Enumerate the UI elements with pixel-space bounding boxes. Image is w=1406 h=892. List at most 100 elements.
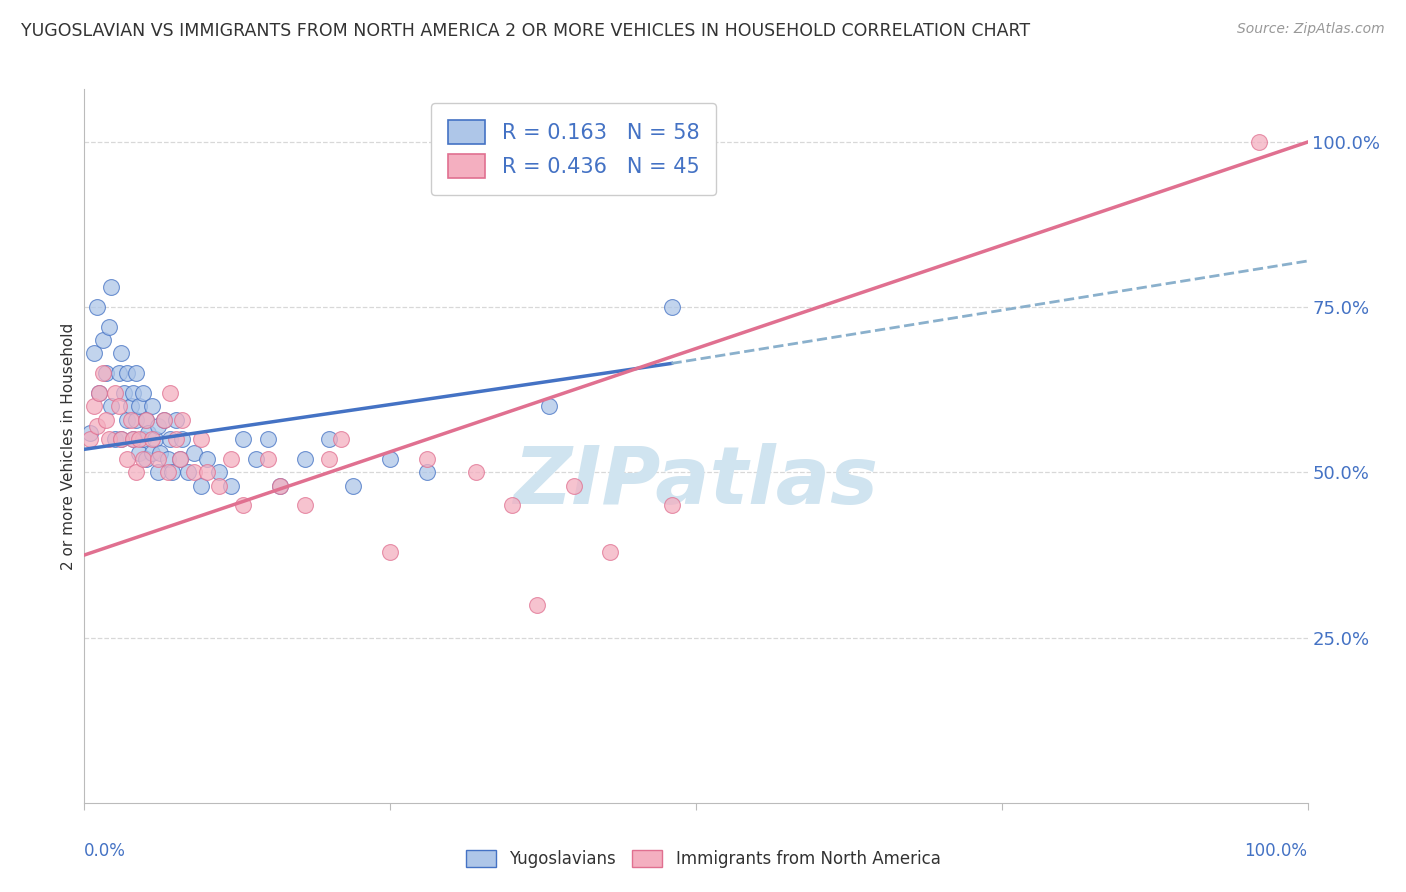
Point [661, 499, 683, 513]
Point [153, 412, 176, 426]
Point [294, 499, 316, 513]
Point [318, 433, 340, 447]
Point [135, 412, 157, 426]
Point [97, 433, 120, 447]
Point [318, 452, 340, 467]
Point [526, 598, 548, 612]
Point [96, 412, 118, 426]
Point [91, 333, 114, 347]
Point [115, 367, 138, 381]
Point [110, 433, 132, 447]
Point [86, 419, 108, 434]
Point [562, 478, 585, 492]
Point [104, 386, 127, 401]
Point [132, 452, 155, 467]
Point [107, 400, 129, 414]
Point [190, 478, 212, 492]
Point [156, 452, 179, 467]
Point [87, 386, 110, 401]
Point [269, 478, 291, 492]
Point [125, 466, 148, 480]
Point [219, 478, 242, 492]
Point [380, 452, 402, 467]
Point [159, 433, 181, 447]
Point [165, 412, 187, 426]
Point [104, 433, 127, 447]
Point [110, 346, 132, 360]
Point [141, 445, 163, 459]
Point [416, 466, 439, 480]
Point [257, 433, 280, 447]
Point [125, 367, 148, 381]
Point [195, 466, 218, 480]
Point [149, 445, 172, 459]
Point [122, 386, 145, 401]
Point [110, 433, 132, 447]
Point [169, 452, 191, 467]
Point [219, 452, 242, 467]
Point [162, 466, 184, 480]
Point [79, 433, 101, 447]
Point [128, 433, 150, 447]
Point [146, 466, 169, 480]
Point [107, 367, 129, 381]
Point [416, 452, 439, 467]
Point [380, 545, 402, 559]
Point [232, 499, 254, 513]
Text: 100.0%: 100.0% [1244, 842, 1308, 860]
Point [143, 433, 166, 447]
Point [136, 425, 159, 440]
Point [538, 400, 561, 414]
Point [172, 412, 194, 426]
Point [502, 499, 524, 513]
Point [135, 412, 157, 426]
Point [156, 466, 179, 480]
Point [153, 412, 176, 426]
Point [330, 433, 353, 447]
Point [97, 320, 120, 334]
Point [146, 452, 169, 467]
Point [208, 466, 231, 480]
Point [177, 466, 200, 480]
Point [125, 412, 148, 426]
Point [661, 300, 683, 314]
Point [120, 400, 142, 414]
Point [132, 433, 155, 447]
Point [100, 280, 122, 294]
Point [208, 478, 231, 492]
Point [257, 452, 280, 467]
Point [79, 425, 101, 440]
Point [100, 400, 122, 414]
Point [195, 452, 218, 467]
Point [128, 400, 150, 414]
Text: ZIPatlas: ZIPatlas [513, 442, 879, 521]
Point [1247, 135, 1270, 149]
Point [83, 400, 105, 414]
Point [464, 466, 486, 480]
Point [91, 367, 114, 381]
Point [169, 452, 191, 467]
Point [120, 412, 142, 426]
Point [132, 386, 155, 401]
Legend: Yugoslavians, Immigrants from North America: Yugoslavians, Immigrants from North Amer… [458, 843, 948, 875]
Point [141, 433, 163, 447]
Point [269, 478, 291, 492]
Point [165, 433, 187, 447]
Point [146, 419, 169, 434]
Text: YUGOSLAVIAN VS IMMIGRANTS FROM NORTH AMERICA 2 OR MORE VEHICLES IN HOUSEHOLD COR: YUGOSLAVIAN VS IMMIGRANTS FROM NORTH AME… [21, 22, 1031, 40]
Point [342, 478, 364, 492]
Text: Source: ZipAtlas.com: Source: ZipAtlas.com [1237, 22, 1385, 37]
Point [115, 412, 138, 426]
Point [232, 433, 254, 447]
Point [294, 452, 316, 467]
Point [122, 433, 145, 447]
Point [159, 386, 181, 401]
Point [86, 300, 108, 314]
Point [245, 452, 267, 467]
Point [112, 386, 135, 401]
Point [115, 452, 138, 467]
Text: 0.0%: 0.0% [84, 842, 127, 860]
Point [183, 466, 205, 480]
Point [96, 367, 118, 381]
Point [87, 386, 110, 401]
